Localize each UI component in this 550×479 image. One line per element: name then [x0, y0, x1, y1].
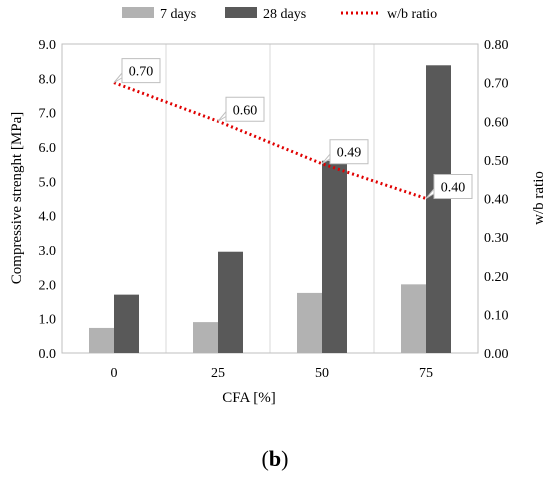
x-tick-label: 25 [211, 366, 225, 381]
data-label-75: 0.40 [425, 174, 473, 199]
y-tick-label: 9.0 [39, 38, 57, 53]
panel-label: (b) [261, 446, 289, 471]
data-label-text: 0.49 [337, 146, 362, 161]
bar-7-days-0 [89, 327, 114, 353]
plot-frame [61, 43, 479, 354]
bar-28-days-75 [426, 65, 451, 353]
x-tick-label: 0 [111, 366, 118, 381]
bar-7-days-50 [297, 292, 322, 353]
y2-tick-label: 0.40 [484, 193, 509, 208]
bar-7-days-25 [193, 322, 218, 353]
y2-tick-label: 0.70 [484, 77, 509, 92]
y2-tick-label: 0.00 [484, 347, 509, 362]
bar-28-days-50 [322, 160, 347, 353]
x-tick-label: 75 [419, 366, 433, 381]
y2-tick-label: 0.30 [484, 231, 509, 246]
y-tick-label: 8.0 [39, 72, 57, 87]
y-tick-label: 6.0 [39, 141, 57, 156]
y2-tick-label: 0.20 [484, 270, 509, 285]
y2-tick-label: 0.60 [484, 115, 509, 130]
wb-ratio-line [113, 81, 427, 200]
legend-entry-1: 7 days [122, 7, 196, 22]
grid [61, 43, 479, 354]
data-label-box [121, 58, 161, 84]
y2-axis-title: w/b ratio [531, 171, 547, 225]
y-tick-label: 2.0 [39, 278, 57, 293]
bars [89, 65, 451, 353]
y2-tick-label: 0.10 [484, 308, 509, 323]
legend-swatch [122, 7, 154, 18]
y-tick-label: 4.0 [39, 210, 57, 225]
y-tick-label: 0.0 [39, 347, 57, 362]
line-series: 0.70 0.60 0.49 0.40 [113, 58, 473, 200]
y-tick-label: 7.0 [39, 107, 57, 122]
chart: 7 days 28 days w/b ratio 0.700.600.490.40 … [9, 7, 547, 406]
legend: 7 days 28 days w/b ratio [122, 7, 437, 22]
y-axis-title: Compressive strenght [MPa] [9, 112, 25, 284]
legend-swatch [225, 7, 257, 18]
y2-tick-label: 0.80 [484, 38, 509, 53]
axes: 0.0 1.0 2.0 3.0 4.0 5.0 6.0 7.0 8.0 9.0 0.00 0.10 0.… [39, 38, 509, 381]
data-label-50: 0.49 [321, 139, 369, 165]
bar-28-days-0 [114, 294, 139, 353]
y2-tick-label: 0.50 [484, 154, 509, 169]
data-label-box [329, 139, 369, 165]
data-label-text: 0.60 [233, 103, 258, 118]
data-label-25: 0.60 [217, 96, 265, 122]
legend-label: 28 days [263, 7, 306, 22]
data-label-text: 0.40 [441, 181, 466, 196]
data-label-box [433, 174, 473, 199]
y-tick-label: 5.0 [39, 175, 57, 190]
y-tick-label: 3.0 [39, 244, 57, 259]
data-label-box [225, 96, 265, 122]
x-axis-title: CFA [%] [222, 390, 275, 406]
panel-letter: b [268, 446, 282, 471]
legend-entry-2: 28 days [225, 7, 306, 22]
legend-label: w/b ratio [387, 7, 437, 22]
y-tick-label: 1.0 [39, 313, 57, 328]
data-label-0: 0.70 [113, 58, 161, 84]
legend-label: 7 days [160, 7, 196, 22]
bar-7-days-75 [401, 284, 426, 353]
data-label-text: 0.70 [129, 65, 154, 80]
bar-28-days-25 [218, 251, 243, 353]
x-tick-label: 50 [315, 366, 329, 381]
legend-entry-3: w/b ratio [341, 7, 437, 22]
